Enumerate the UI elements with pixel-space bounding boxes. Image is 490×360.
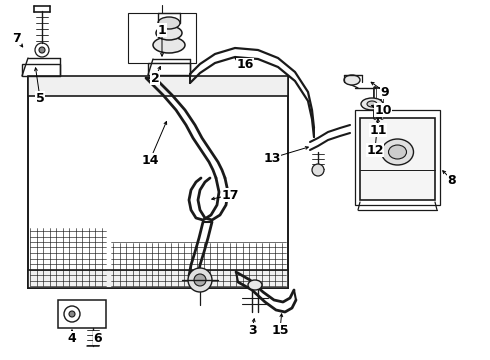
Circle shape <box>188 268 212 292</box>
Text: 14: 14 <box>141 153 159 166</box>
Text: 8: 8 <box>448 174 456 186</box>
Ellipse shape <box>361 98 383 110</box>
Circle shape <box>194 274 206 286</box>
Ellipse shape <box>389 145 407 159</box>
Circle shape <box>69 311 75 317</box>
Text: 13: 13 <box>263 152 281 165</box>
Circle shape <box>39 47 45 53</box>
Ellipse shape <box>158 17 180 29</box>
Text: 7: 7 <box>12 31 21 45</box>
Bar <box>22 64 60 76</box>
Text: 15: 15 <box>271 324 289 337</box>
Ellipse shape <box>156 26 182 40</box>
Text: 2: 2 <box>150 72 159 85</box>
Text: 3: 3 <box>247 324 256 337</box>
Ellipse shape <box>312 164 324 176</box>
Text: 11: 11 <box>369 123 387 136</box>
Ellipse shape <box>382 139 414 165</box>
Text: 6: 6 <box>94 332 102 345</box>
Text: 16: 16 <box>236 58 254 72</box>
Text: 10: 10 <box>374 104 392 117</box>
Bar <box>148 63 190 75</box>
Text: 12: 12 <box>366 144 384 157</box>
Text: 4: 4 <box>68 332 76 345</box>
Bar <box>58 300 106 328</box>
Bar <box>355 110 440 205</box>
Text: 1: 1 <box>158 23 167 36</box>
Ellipse shape <box>344 75 360 85</box>
Ellipse shape <box>153 37 185 53</box>
Bar <box>360 118 435 200</box>
Ellipse shape <box>248 280 262 290</box>
Bar <box>128 13 196 63</box>
Ellipse shape <box>367 101 377 107</box>
Text: 5: 5 <box>36 91 45 104</box>
Bar <box>28 78 288 288</box>
Text: 9: 9 <box>381 85 390 99</box>
Text: 17: 17 <box>221 189 239 202</box>
Bar <box>28 76 288 96</box>
Bar <box>28 270 288 288</box>
